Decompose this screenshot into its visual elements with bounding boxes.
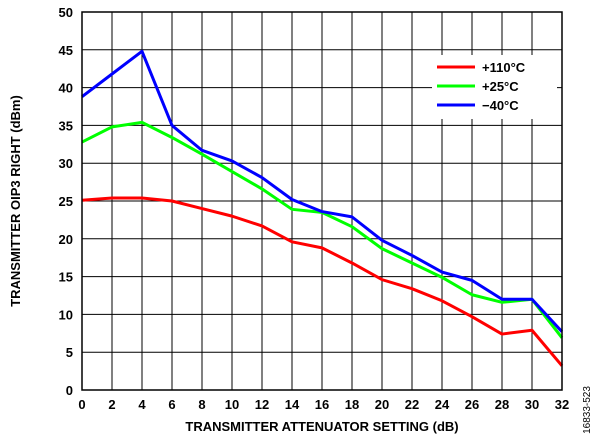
x-tick-label: 30 bbox=[525, 397, 539, 412]
x-tick-label: 28 bbox=[495, 397, 509, 412]
legend: +110°C +25°C −40°C bbox=[432, 55, 557, 119]
x-axis-title: TRANSMITTER ATTENUATOR SETTING (dB) bbox=[185, 419, 458, 434]
y-tick-label: 45 bbox=[59, 43, 73, 58]
y-tick-labels: 0 5 10 15 20 25 30 35 40 45 50 bbox=[59, 5, 73, 398]
y-tick-label: 10 bbox=[59, 307, 73, 322]
y-tick-label: 5 bbox=[66, 345, 73, 360]
x-tick-label: 16 bbox=[315, 397, 329, 412]
series-lines bbox=[81, 49, 564, 367]
x-tick-label: 12 bbox=[255, 397, 269, 412]
x-tick-label: 20 bbox=[375, 397, 389, 412]
series-line-2 bbox=[81, 49, 564, 333]
x-tick-label: 4 bbox=[138, 397, 146, 412]
legend-label-1: +25°C bbox=[482, 79, 519, 94]
x-tick-label: 22 bbox=[405, 397, 419, 412]
y-tick-label: 30 bbox=[59, 156, 73, 171]
x-tick-label: 26 bbox=[465, 397, 479, 412]
y-tick-label: 40 bbox=[59, 81, 73, 96]
x-tick-label: 10 bbox=[225, 397, 239, 412]
figure-id: 16833-523 bbox=[582, 386, 593, 434]
y-tick-label: 25 bbox=[59, 194, 73, 209]
x-tick-label: 0 bbox=[78, 397, 85, 412]
y-tick-label: 15 bbox=[59, 270, 73, 285]
y-tick-label: 0 bbox=[66, 383, 73, 398]
x-tick-label: 32 bbox=[555, 397, 569, 412]
plot-frame bbox=[81, 11, 563, 391]
legend-label-0: +110°C bbox=[482, 60, 526, 75]
y-tick-label: 20 bbox=[59, 232, 73, 247]
x-tick-label: 18 bbox=[345, 397, 359, 412]
series-line-0 bbox=[81, 196, 564, 367]
y-axis-title: TRANSMITTER OIP3 RIGHT (dBm) bbox=[8, 95, 23, 307]
y-tick-label: 50 bbox=[59, 5, 73, 20]
x-tick-label: 2 bbox=[108, 397, 115, 412]
x-tick-labels: 0 2 4 6 8 10 12 14 16 18 20 22 24 26 28 30 32 bbox=[78, 397, 569, 412]
y-tick-label: 35 bbox=[59, 118, 73, 133]
legend-label-2: −40°C bbox=[482, 98, 519, 113]
x-tick-label: 8 bbox=[198, 397, 205, 412]
x-tick-label: 6 bbox=[168, 397, 175, 412]
x-tick-label: 24 bbox=[435, 397, 450, 412]
x-tick-label: 14 bbox=[285, 397, 300, 412]
